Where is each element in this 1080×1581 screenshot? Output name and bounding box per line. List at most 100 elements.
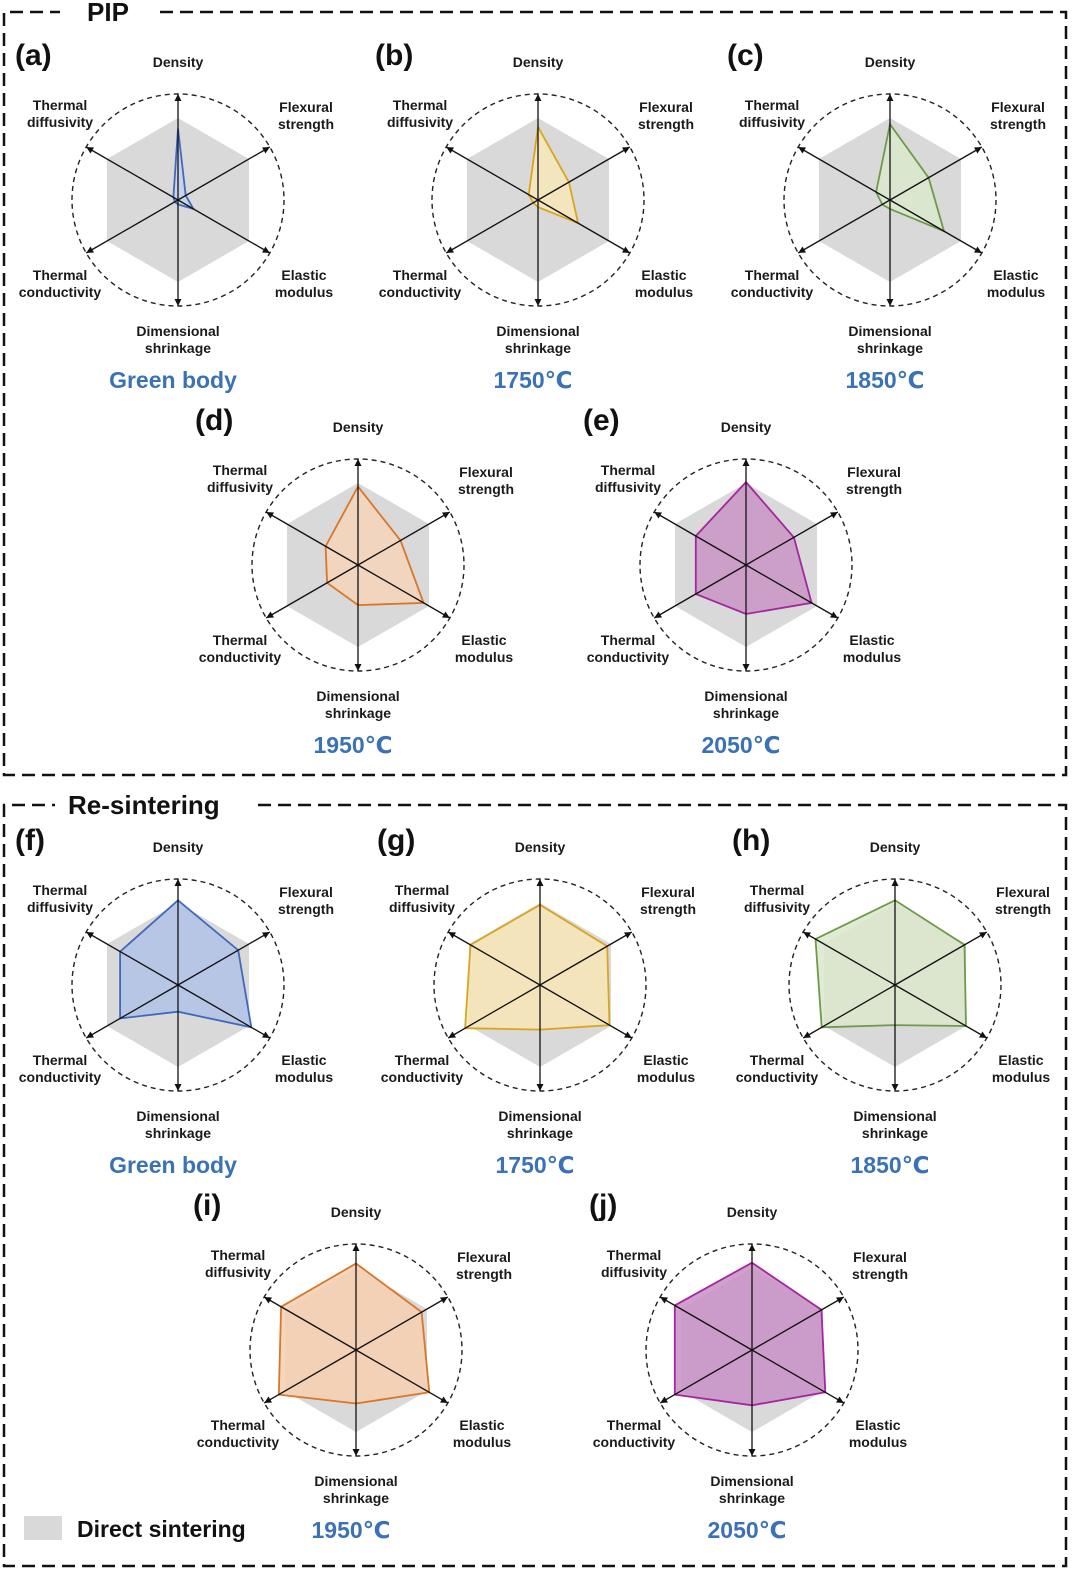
axis-arrow-1: [262, 147, 270, 154]
panel-letter: (d): [195, 404, 233, 437]
axis-line-5: [659, 1296, 753, 1351]
axis-line-2: [751, 1349, 845, 1404]
radar-panel-e: Density Flexural strength Elastic modulus Dim…: [583, 404, 902, 758]
axis-label-thermal-diffusivity: Thermal diffusivity: [207, 462, 273, 495]
panel-caption: 1950℃: [313, 732, 392, 758]
axis-label-thermal-conductivity: Thermal conductivity: [593, 1417, 676, 1450]
axis-line-1: [745, 511, 839, 566]
panel-letter: (e): [583, 404, 620, 437]
axis-arrow-1: [262, 932, 270, 939]
axis-arrow-3: [742, 664, 750, 671]
axis-line-5: [265, 511, 359, 566]
series-polygon: [464, 903, 611, 1031]
axis-line-1: [355, 1296, 449, 1351]
axis-arrow-5: [86, 147, 94, 154]
axis-arrow-3: [748, 1449, 756, 1456]
axis-label-dimensional-shrinkage: Dimensional shrinkage: [136, 1108, 219, 1141]
axis-arrow-1: [979, 932, 987, 939]
axis-label-flexural-strength: Flexural strength: [638, 99, 694, 132]
axis-arrow-3: [534, 299, 542, 306]
axis-label-dimensional-shrinkage: Dimensional shrinkage: [848, 323, 931, 356]
axis-line-1: [889, 146, 983, 201]
axis-arrow-3: [174, 1084, 182, 1091]
axis-arrow-5: [654, 512, 662, 519]
axis-label-thermal-diffusivity: Thermal diffusivity: [389, 882, 455, 915]
axis-label-thermal-diffusivity: Thermal diffusivity: [205, 1247, 271, 1280]
series-polygon: [277, 1262, 431, 1405]
legend-swatch: [24, 1516, 62, 1540]
axis-line-5: [85, 146, 179, 201]
axis-label-elastic-modulus: Elastic modulus: [637, 1052, 696, 1085]
axis-arrow-0: [536, 879, 544, 886]
axis-arrow-0: [352, 1244, 360, 1251]
axis-label-dimensional-shrinkage: Dimensional shrinkage: [704, 688, 787, 721]
axis-label-thermal-diffusivity: Thermal diffusivity: [744, 882, 810, 915]
axis-arrow-4: [803, 1031, 811, 1038]
axis-label-dimensional-shrinkage: Dimensional shrinkage: [853, 1108, 936, 1141]
radar-panel-g: Density Flexural strength Elastic modulus Dim…: [377, 824, 696, 1178]
axis-line-1: [357, 511, 451, 566]
series-polygon: [673, 1261, 827, 1407]
axis-label-thermal-diffusivity: Thermal diffusivity: [387, 97, 453, 130]
axis-label-flexural-strength: Flexural strength: [278, 99, 334, 132]
axis-line-1: [177, 146, 271, 201]
axis-label-density: Density: [727, 1204, 778, 1220]
axis-label-flexural-strength: Flexural strength: [852, 1249, 908, 1282]
series-polygon: [814, 899, 967, 1029]
axis-line-2: [537, 199, 631, 254]
axis-arrow-4: [86, 1031, 94, 1038]
axis-arrow-2: [974, 246, 982, 253]
axis-line-2: [894, 984, 988, 1039]
axis-arrow-3: [354, 664, 362, 671]
axis-label-flexural-strength: Flexural strength: [990, 99, 1046, 132]
axis-line-2: [889, 199, 983, 254]
panel-caption: 2050℃: [707, 1517, 786, 1543]
radar-panel-j: Density Flexural strength Elastic modulus Dim…: [589, 1189, 908, 1543]
axis-arrow-5: [803, 932, 811, 939]
radar-panel-d: Density Flexural strength Elastic modulus Dim…: [195, 404, 514, 758]
axis-arrow-4: [264, 1396, 272, 1403]
axis-arrow-4: [448, 1031, 456, 1038]
axis-line-2: [177, 199, 271, 254]
axis-arrow-1: [622, 147, 630, 154]
axis-label-elastic-modulus: Elastic modulus: [987, 267, 1046, 300]
axis-arrow-4: [654, 611, 662, 618]
axis-arrow-3: [536, 1084, 544, 1091]
panel-letter: (g): [377, 824, 415, 857]
axis-label-thermal-diffusivity: Thermal diffusivity: [27, 97, 93, 130]
panel-caption: 2050℃: [701, 732, 780, 758]
axis-arrow-2: [979, 1031, 987, 1038]
axis-arrow-5: [798, 147, 806, 154]
axis-label-thermal-diffusivity: Thermal diffusivity: [595, 462, 661, 495]
axis-label-elastic-modulus: Elastic modulus: [455, 632, 514, 665]
axis-arrow-0: [886, 94, 894, 101]
axis-label-elastic-modulus: Elastic modulus: [843, 632, 902, 665]
panel-letter: (f): [15, 824, 45, 857]
axis-label-density: Density: [331, 1204, 382, 1220]
axis-line-4: [797, 199, 891, 254]
axis-label-dimensional-shrinkage: Dimensional shrinkage: [136, 323, 219, 356]
axis-label-density: Density: [515, 839, 566, 855]
axis-line-4: [445, 199, 539, 254]
axis-arrow-2: [830, 611, 838, 618]
axis-arrow-1: [830, 512, 838, 519]
axis-line-4: [802, 984, 896, 1039]
axis-line-4: [85, 984, 179, 1039]
axis-label-thermal-conductivity: Thermal conductivity: [19, 267, 102, 300]
axis-line-4: [85, 199, 179, 254]
axis-arrow-1: [442, 512, 450, 519]
axis-arrow-1: [836, 1297, 844, 1304]
axis-label-density: Density: [333, 419, 384, 435]
axis-line-5: [653, 511, 747, 566]
axis-label-thermal-diffusivity: Thermal diffusivity: [739, 97, 805, 130]
series-polygon: [119, 899, 253, 1029]
resintering-frame: [2, 803, 1068, 1568]
axis-arrow-2: [262, 246, 270, 253]
axis-label-elastic-modulus: Elastic modulus: [453, 1417, 512, 1450]
radar-panels: Density Flexural strength Elastic modulus Dim…: [15, 39, 1051, 1543]
radar-panel-c: Density Flexural strength Elastic modulus Dim…: [727, 39, 1046, 393]
axis-label-dimensional-shrinkage: Dimensional shrinkage: [496, 323, 579, 356]
axis-line-5: [445, 146, 539, 201]
axis-line-2: [745, 564, 839, 619]
